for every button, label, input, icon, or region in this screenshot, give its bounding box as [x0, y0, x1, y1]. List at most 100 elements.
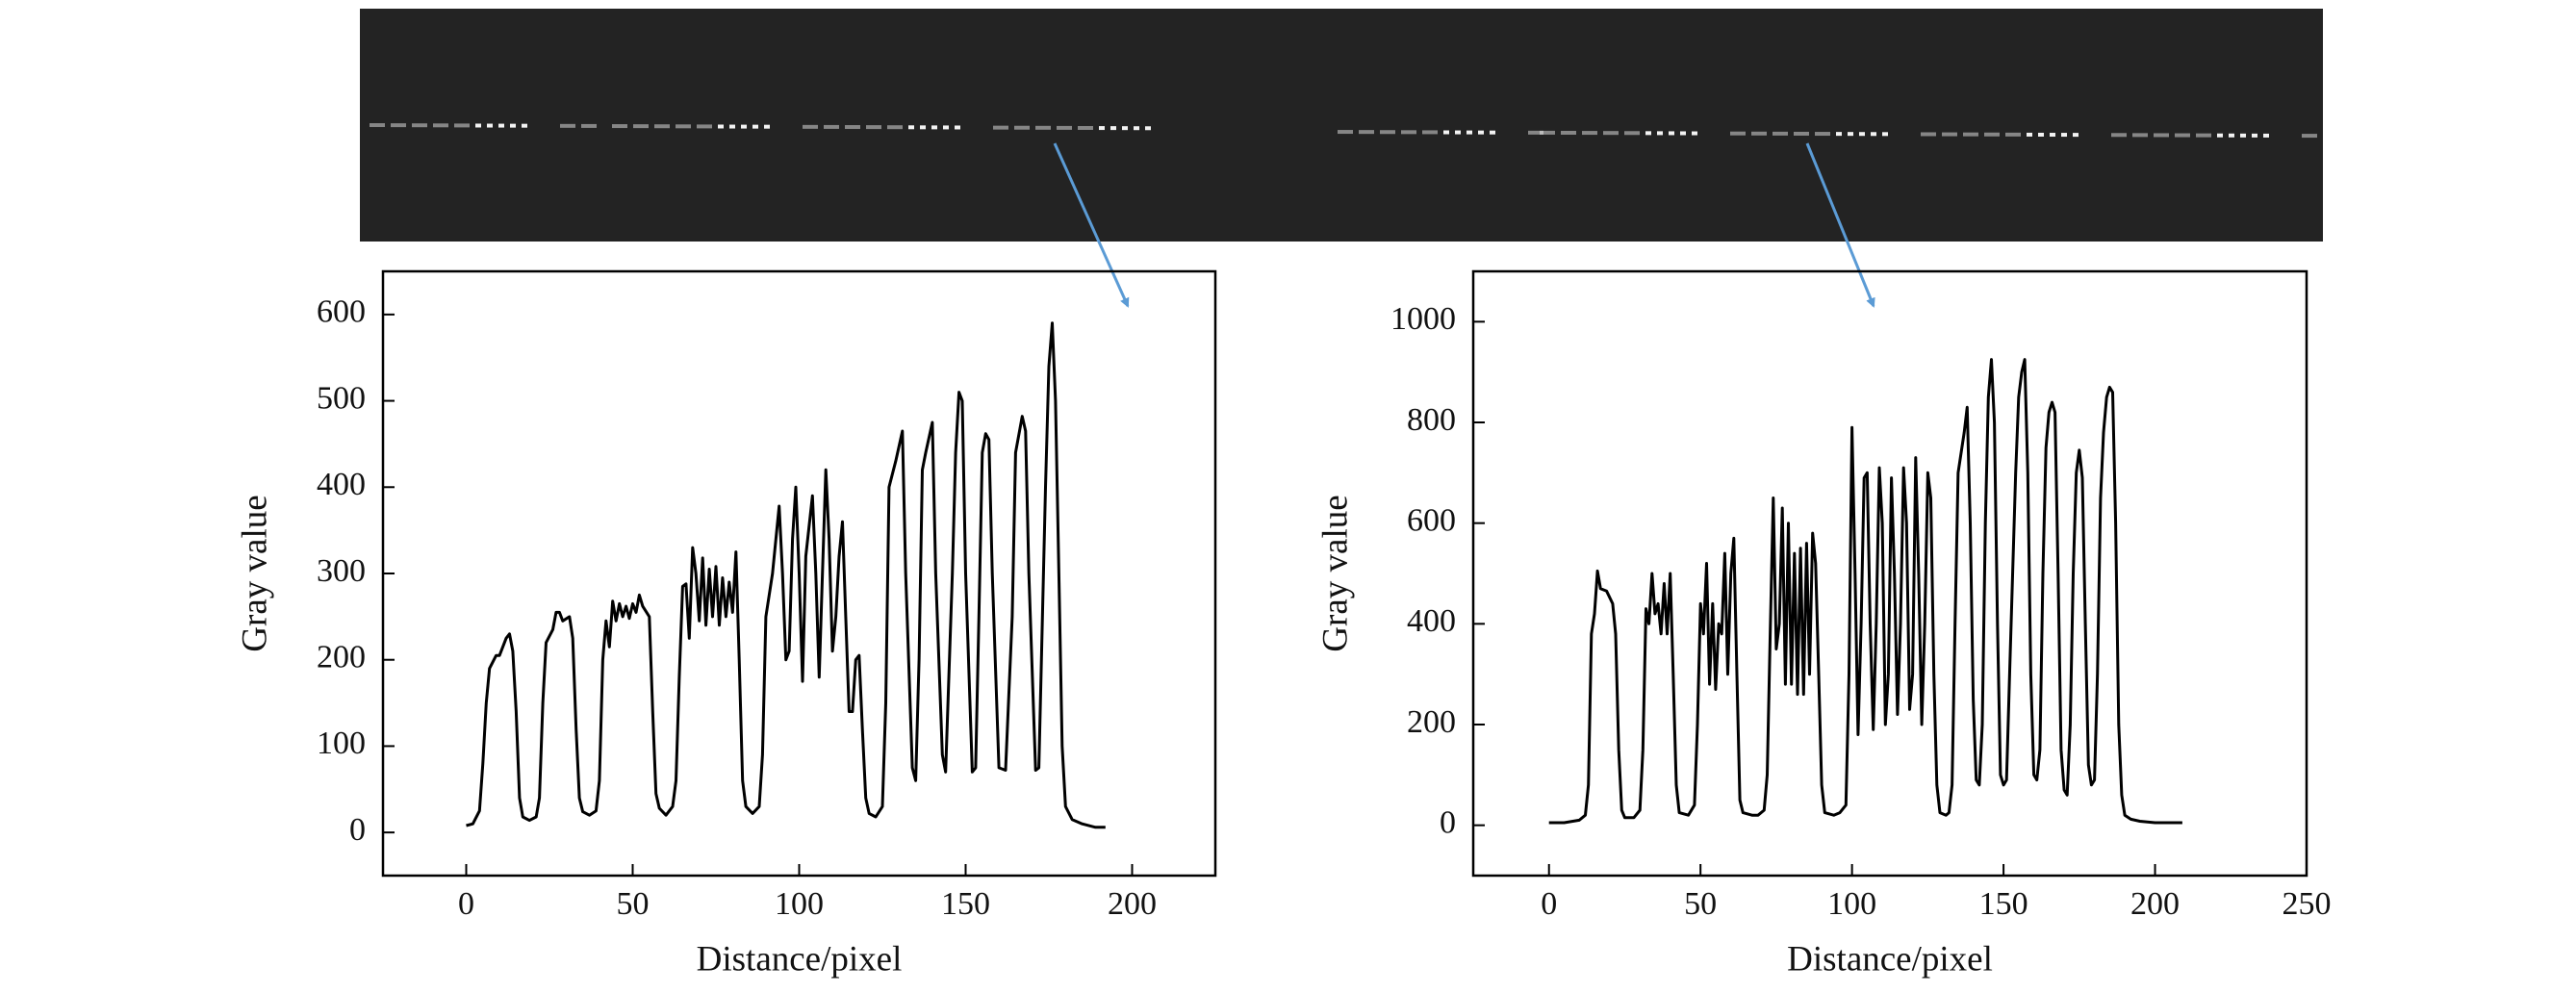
strip-dot — [370, 123, 385, 128]
strip-dot — [2175, 133, 2190, 138]
strip-dot — [1467, 130, 1472, 135]
x-tick-label: 100 — [1827, 886, 1876, 922]
x-tick-label: 200 — [1108, 886, 1157, 922]
strip-dot — [1984, 132, 2000, 137]
y-tick-label: 100 — [317, 726, 366, 761]
strip-dot — [412, 123, 427, 128]
x-tick-label: 50 — [1684, 886, 1717, 922]
strip-dot — [612, 124, 627, 129]
strip-dot — [498, 123, 504, 128]
strip-dot — [993, 125, 1008, 130]
strip-dot — [1455, 130, 1461, 135]
strip-dot — [1882, 132, 1888, 137]
strip-dot — [2073, 133, 2079, 138]
strip-dot — [1751, 131, 1767, 136]
y-axis-title: Gray value — [1315, 495, 1355, 651]
y-tick-label: 800 — [1407, 402, 1456, 438]
strip-dot — [391, 123, 406, 128]
strip-dot — [1478, 130, 1484, 135]
strip-dot — [729, 124, 735, 129]
strip-dot — [1815, 132, 1830, 137]
strip-dot — [908, 125, 914, 130]
strip-dot — [1730, 131, 1746, 136]
strip-dot — [1680, 131, 1686, 136]
strip-dot — [2050, 133, 2055, 138]
strip-dot — [1338, 130, 1353, 135]
strip-dot — [764, 124, 770, 129]
strip-dot — [2240, 133, 2246, 138]
strip-dot — [1134, 126, 1139, 131]
profile-line — [1548, 358, 2182, 825]
strip-dot — [1669, 131, 1674, 136]
strip-dot — [2263, 133, 2269, 138]
strip-dot — [2061, 133, 2067, 138]
strip-dot — [845, 125, 860, 130]
x-tick-label: 0 — [458, 886, 474, 922]
strip-dot — [1582, 131, 1597, 136]
strip-dot — [581, 123, 597, 128]
strip-dot — [433, 123, 448, 128]
strip-dot — [1490, 130, 1495, 135]
strip-dot — [1540, 130, 1555, 135]
strip-dot — [475, 123, 481, 128]
x-axis-title: Distance/pixel — [697, 939, 903, 979]
strip-dot — [2005, 132, 2021, 137]
y-tick-label: 1000 — [1390, 301, 1456, 337]
strip-dot — [1848, 132, 1853, 137]
strip-dot — [2154, 133, 2169, 138]
strip-dot — [1603, 131, 1619, 136]
strip-dot — [1692, 131, 1697, 136]
x-tick-label: 150 — [1979, 886, 2028, 922]
strip-dot — [1942, 132, 1957, 137]
strip-dot — [1794, 131, 1809, 136]
strip-dot — [1836, 132, 1842, 137]
y-axis-title: Gray value — [235, 495, 274, 651]
y-tick-label: 600 — [1407, 502, 1456, 538]
x-axis-title: Distance/pixel — [1787, 939, 1993, 979]
spectrum-lines — [370, 123, 2317, 139]
strip-dot — [454, 123, 470, 128]
y-tick-label: 200 — [317, 640, 366, 675]
strip-dot — [1359, 130, 1374, 135]
strip-dot — [866, 125, 881, 130]
profile-line — [466, 321, 1106, 829]
strip-dot — [1110, 126, 1116, 131]
strip-dot — [633, 124, 649, 129]
y-tick-label: 500 — [317, 380, 366, 416]
arrow — [1805, 142, 1875, 308]
y-tick-label: 0 — [1440, 804, 1456, 840]
strip-dot — [1122, 126, 1128, 131]
strip-dot — [1014, 125, 1030, 130]
x-tick-label: 150 — [941, 886, 990, 922]
y-tick-label: 200 — [1407, 704, 1456, 740]
strip-dot — [920, 125, 926, 130]
strip-dot — [1624, 131, 1640, 136]
strip-dot — [2252, 133, 2257, 138]
strip-dot — [2217, 133, 2223, 138]
strip-dot — [1443, 130, 1449, 135]
strip-dot — [560, 123, 575, 128]
strip-dot — [510, 123, 516, 128]
strip-dot — [2038, 132, 2044, 137]
y-tick-label: 300 — [317, 553, 366, 589]
strip-dot — [887, 125, 903, 130]
strip-dot — [2111, 133, 2127, 138]
strip-dot — [718, 124, 724, 129]
strip-dot — [943, 125, 949, 130]
strip-dot — [1921, 132, 1936, 137]
plot-frame — [1471, 269, 2308, 878]
strip-dot — [2302, 134, 2317, 139]
strip-dot — [2196, 133, 2211, 138]
strip-dot — [931, 125, 937, 130]
strip-dot — [1145, 126, 1151, 131]
strip-dot — [1561, 130, 1576, 135]
strip-dot — [752, 124, 758, 129]
x-tick-label: 100 — [775, 886, 824, 922]
strip-dot — [654, 124, 670, 129]
strip-dot — [1401, 130, 1416, 135]
strip-dot — [741, 124, 747, 129]
strip-dot — [1963, 132, 1978, 137]
x-tick-label: 0 — [1541, 886, 1557, 922]
strip-dot — [1057, 125, 1072, 130]
strip-dot — [2229, 133, 2234, 138]
